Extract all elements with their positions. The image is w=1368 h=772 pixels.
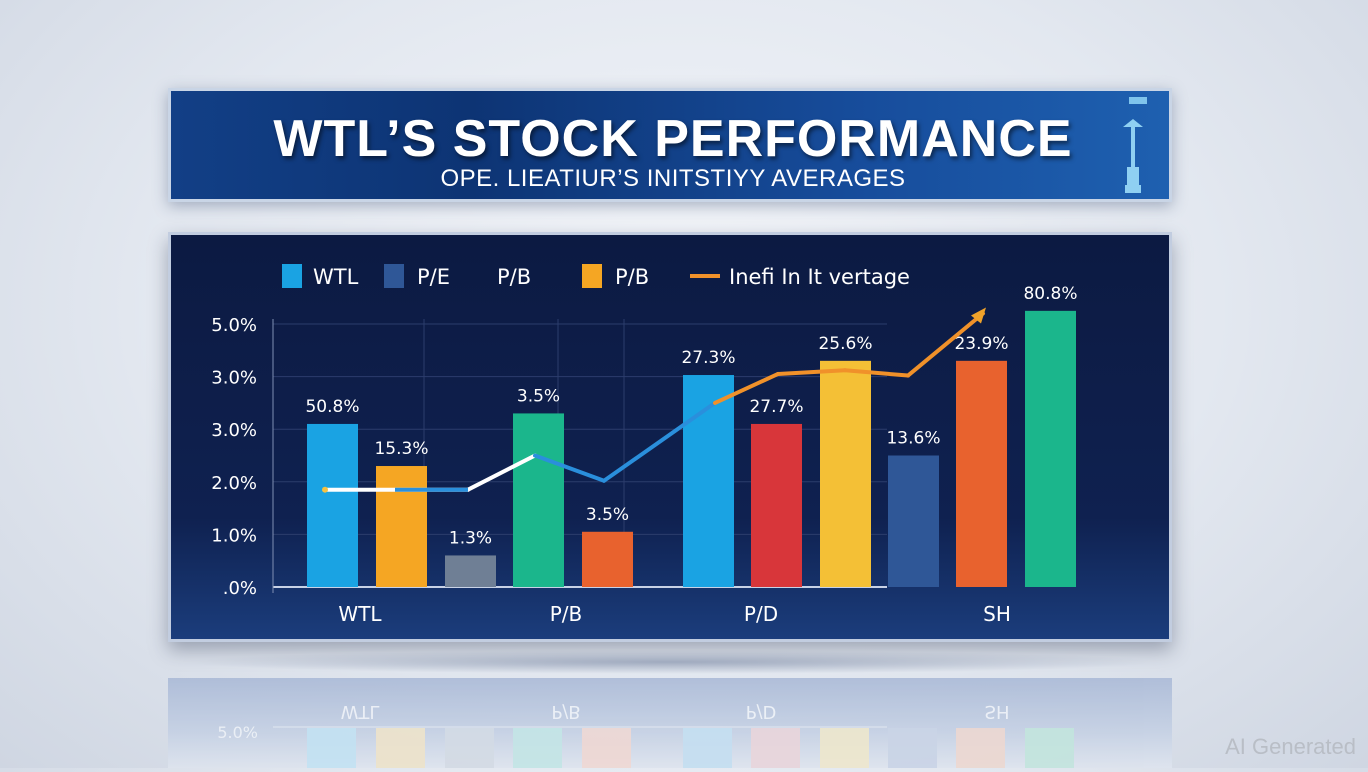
- reflection-label: P/D: [746, 701, 777, 722]
- bar-value-label: 13.6%: [886, 429, 940, 449]
- x-category-label: WTL: [338, 602, 382, 626]
- reflection-graphic: WTL P/B P/D SH 5.0%: [217, 701, 1074, 768]
- y-axis-ticks: .0% 1.0% 2.0% 3.0% 3.0% 5.0%: [211, 315, 257, 599]
- line-segment: [602, 400, 717, 483]
- bar-value-label: 15.3%: [374, 439, 428, 459]
- legend-label: P/B: [497, 265, 531, 289]
- bars: [307, 310, 1076, 587]
- reflection-bar: [751, 728, 800, 768]
- bar: [751, 423, 802, 587]
- upload-arrow-icon: [1123, 97, 1147, 193]
- line-segment: [533, 453, 606, 483]
- bar-value-label: 25.6%: [818, 334, 872, 354]
- bar-value-label: 50.8%: [305, 397, 359, 417]
- reflection-bar: [582, 728, 631, 768]
- bar-value-label: 3.5%: [517, 386, 560, 406]
- bar-value-label: 1.3%: [449, 528, 492, 548]
- x-axis-labels: WTL P/B P/D SH: [338, 602, 1010, 626]
- y-tick-label: 2.0%: [211, 473, 257, 494]
- bar-value-label: 27.3%: [681, 348, 735, 368]
- line-point: [322, 486, 328, 493]
- floor-shadow: [180, 650, 1160, 674]
- bar-chart: .0% 1.0% 2.0% 3.0% 3.0% 5.0% 50.8% 15.3% 1.3% 3.…: [211, 264, 1078, 626]
- ai-generated-watermark: AI Generated: [1225, 734, 1356, 759]
- bar: [513, 413, 564, 587]
- bar: [582, 531, 633, 587]
- legend-label: Inefi In It vertage: [729, 265, 910, 289]
- reflection-bar: [820, 728, 869, 768]
- x-category-label: P/D: [744, 602, 778, 626]
- line-segment: [843, 368, 910, 378]
- legend-label: P/E: [417, 265, 450, 289]
- reflection-label: SH: [985, 701, 1010, 722]
- y-tick-label: .0%: [223, 578, 257, 599]
- line-segment: [713, 371, 780, 405]
- line-segment: [776, 368, 847, 376]
- title-banner: WTL’S STOCK PERFORMANCE OPE. LIEATIUR’S …: [168, 88, 1172, 202]
- bar: [683, 375, 734, 587]
- bar-value-label: 27.7%: [749, 397, 803, 417]
- reflection-bar: [956, 728, 1005, 768]
- chart-title: WTL’S STOCK PERFORMANCE: [273, 110, 1073, 168]
- bar-value-label: 23.9%: [954, 334, 1008, 354]
- legend-label: P/B: [615, 265, 649, 289]
- bar: [307, 423, 358, 587]
- line-segment: [906, 311, 985, 378]
- x-category-label: SH: [983, 602, 1011, 626]
- reflection-label: P/B: [551, 701, 580, 722]
- legend-swatch: [282, 264, 302, 288]
- chart-subtitle: OPE. LIEATIUR’S INITSTIYY AVERAGES: [440, 165, 906, 192]
- bar-labels: 50.8% 15.3% 1.3% 3.5% 3.5% 27.3% 27.7% 25.6% 13.…: [305, 284, 1077, 549]
- reflection-bar: [683, 728, 732, 768]
- legend-line-swatch: [690, 274, 720, 278]
- reflection-label: WTL: [341, 701, 380, 722]
- legend-swatch: [582, 264, 602, 288]
- reflection-bar: [1025, 728, 1074, 768]
- reflection-y-label: 5.0%: [217, 723, 258, 742]
- reflection-bar: [307, 728, 356, 768]
- x-category-label: P/B: [550, 602, 583, 626]
- line-arrowhead: [971, 307, 986, 324]
- bar: [376, 466, 427, 587]
- chart-panel: .0% 1.0% 2.0% 3.0% 3.0% 5.0% 50.8% 15.3% 1.3% 3.…: [168, 232, 1172, 642]
- line-segment: [466, 453, 537, 492]
- chart-reflection: WTL P/B P/D SH 5.0%: [168, 678, 1172, 768]
- reflection-bar: [888, 728, 937, 768]
- y-tick-label: 3.0%: [211, 420, 257, 441]
- bar: [445, 555, 496, 587]
- y-tick-label: 5.0%: [211, 315, 257, 336]
- reflection-bar: [376, 728, 425, 768]
- y-tick-label: 1.0%: [211, 525, 257, 546]
- bar: [888, 455, 939, 587]
- reflection-bar: [513, 728, 562, 768]
- legend-swatch: [384, 264, 404, 288]
- bar: [956, 360, 1007, 587]
- legend: WTL P/E P/B P/B Inefi In It vertage: [282, 264, 910, 289]
- bar: [820, 360, 871, 587]
- y-tick-label: 3.0%: [211, 368, 257, 389]
- average-line: [322, 307, 986, 493]
- bar-value-label: 80.8%: [1023, 284, 1077, 304]
- bar-value-label: 3.5%: [586, 505, 629, 525]
- bar: [1025, 310, 1076, 587]
- reflection-bar: [445, 728, 494, 768]
- legend-label: WTL: [313, 265, 359, 289]
